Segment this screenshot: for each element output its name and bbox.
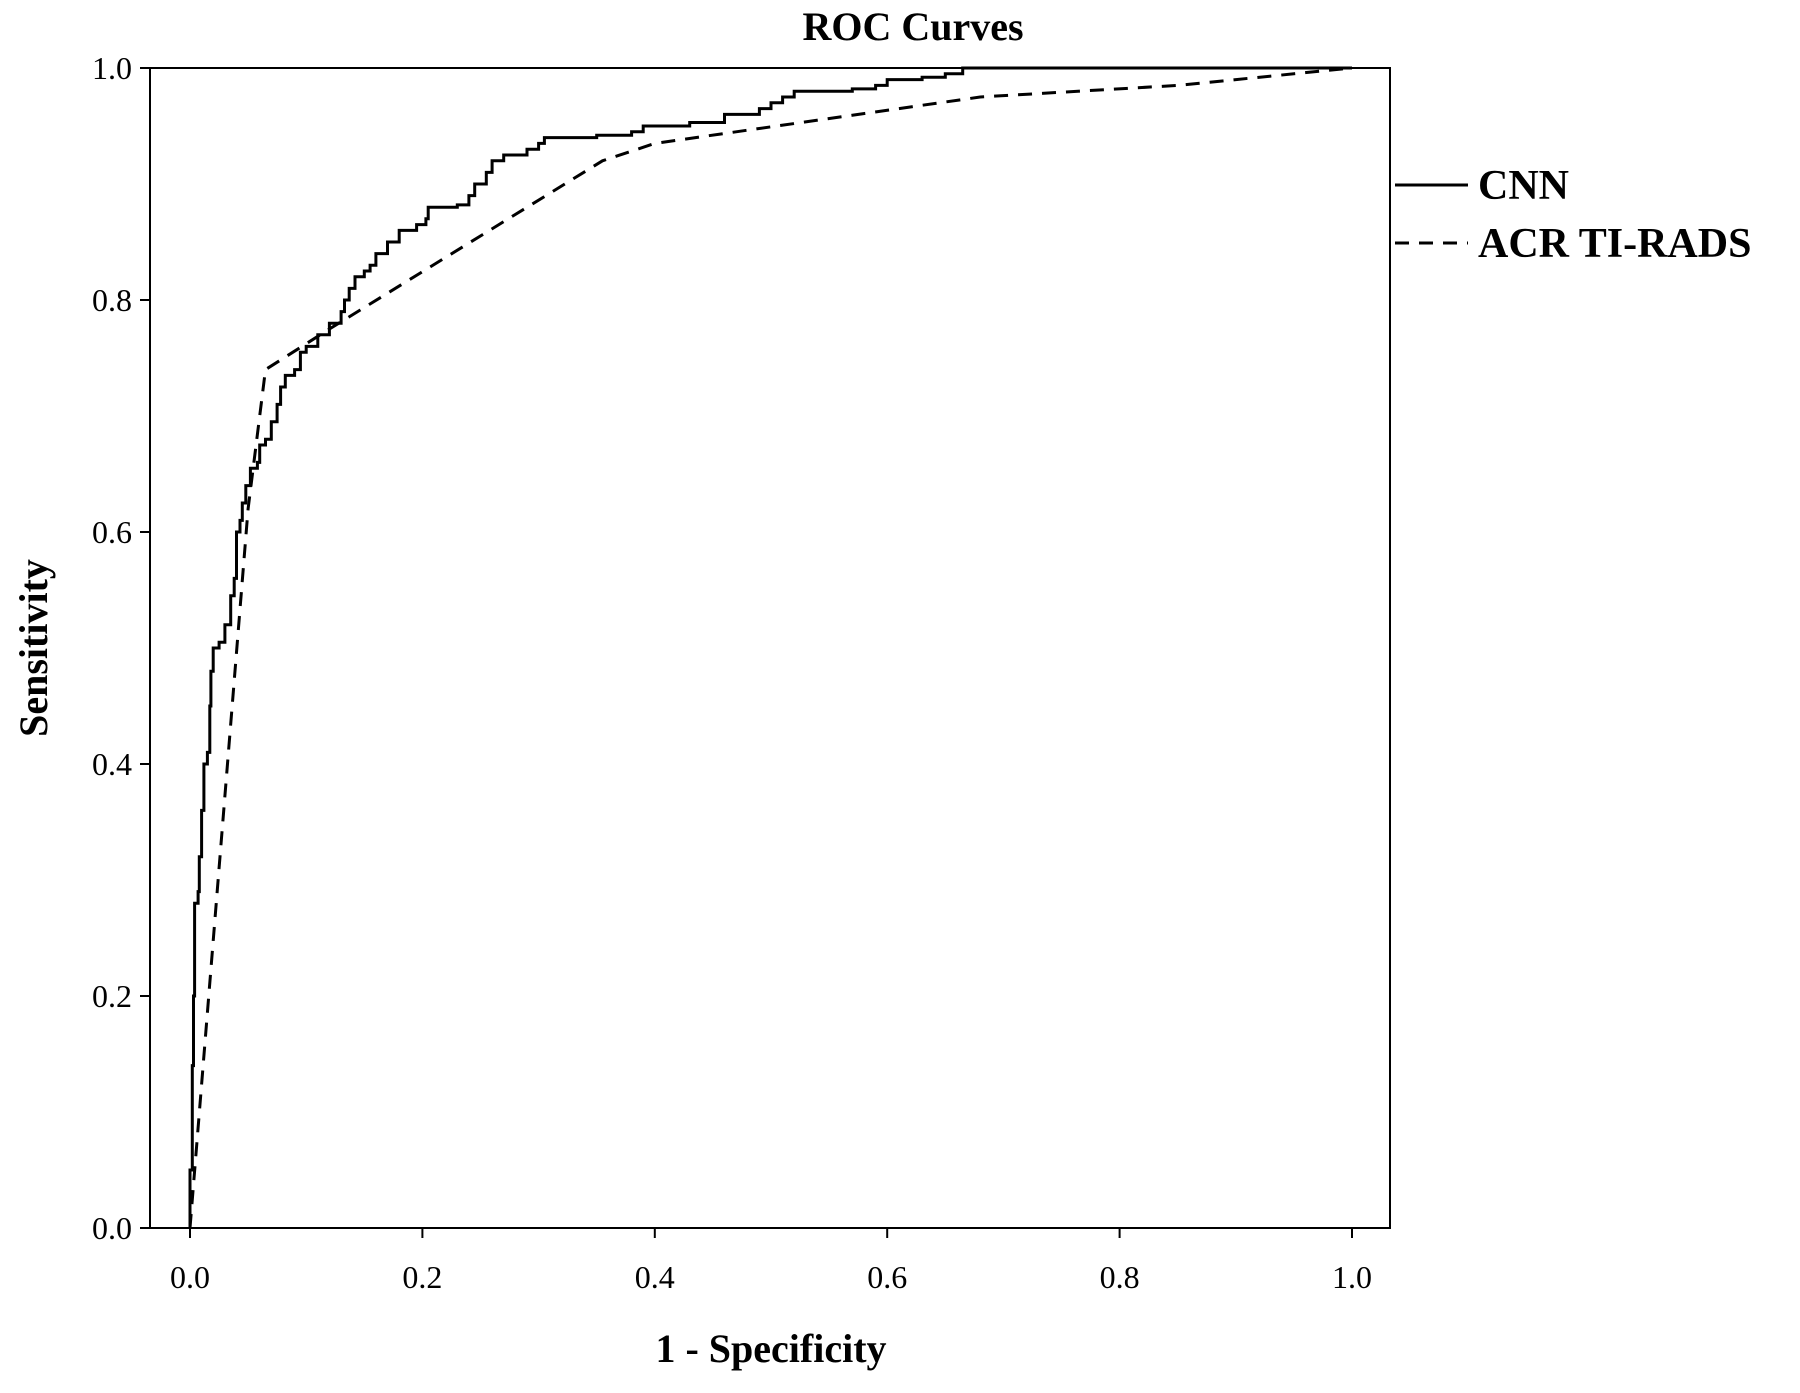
x-tick-label: 0.8 (1100, 1259, 1140, 1295)
y-tick-label: 0.0 (92, 1210, 132, 1246)
x-tick-label: 0.4 (635, 1259, 675, 1295)
y-tick-label: 0.4 (92, 746, 132, 782)
plot-frame (149, 67, 1391, 1229)
y-tick-label: 0.8 (92, 282, 132, 318)
y-axis-ticks: 0.0 0.2 0.4 0.6 0.8 1.0 (92, 50, 150, 1246)
legend-label-cnn: CNN (1478, 163, 1569, 209)
x-tick-label: 0.0 (170, 1259, 210, 1295)
x-axis-ticks: 0.0 0.2 0.4 0.6 0.8 1.0 (170, 1228, 1372, 1295)
y-axis-title: Sensitivity (11, 559, 56, 737)
series-layer (188, 66, 1353, 1229)
y-tick-label: 0.6 (92, 514, 132, 550)
legend: CNN ACR TI-RADS (1395, 163, 1751, 267)
chart-title: ROC Curves (802, 4, 1023, 49)
series-line-cnn (188, 66, 1352, 1228)
series-line-acr-ti-rads (188, 66, 1353, 1229)
y-tick-label: 1.0 (92, 50, 132, 86)
legend-label-acr-ti-rads: ACR TI-RADS (1478, 221, 1751, 267)
x-tick-label: 0.2 (402, 1259, 442, 1295)
x-tick-label: 0.6 (867, 1259, 907, 1295)
y-tick-label: 0.2 (92, 978, 132, 1014)
x-axis-title: 1 - Specificity (655, 1326, 886, 1371)
x-tick-label: 1.0 (1332, 1259, 1372, 1295)
